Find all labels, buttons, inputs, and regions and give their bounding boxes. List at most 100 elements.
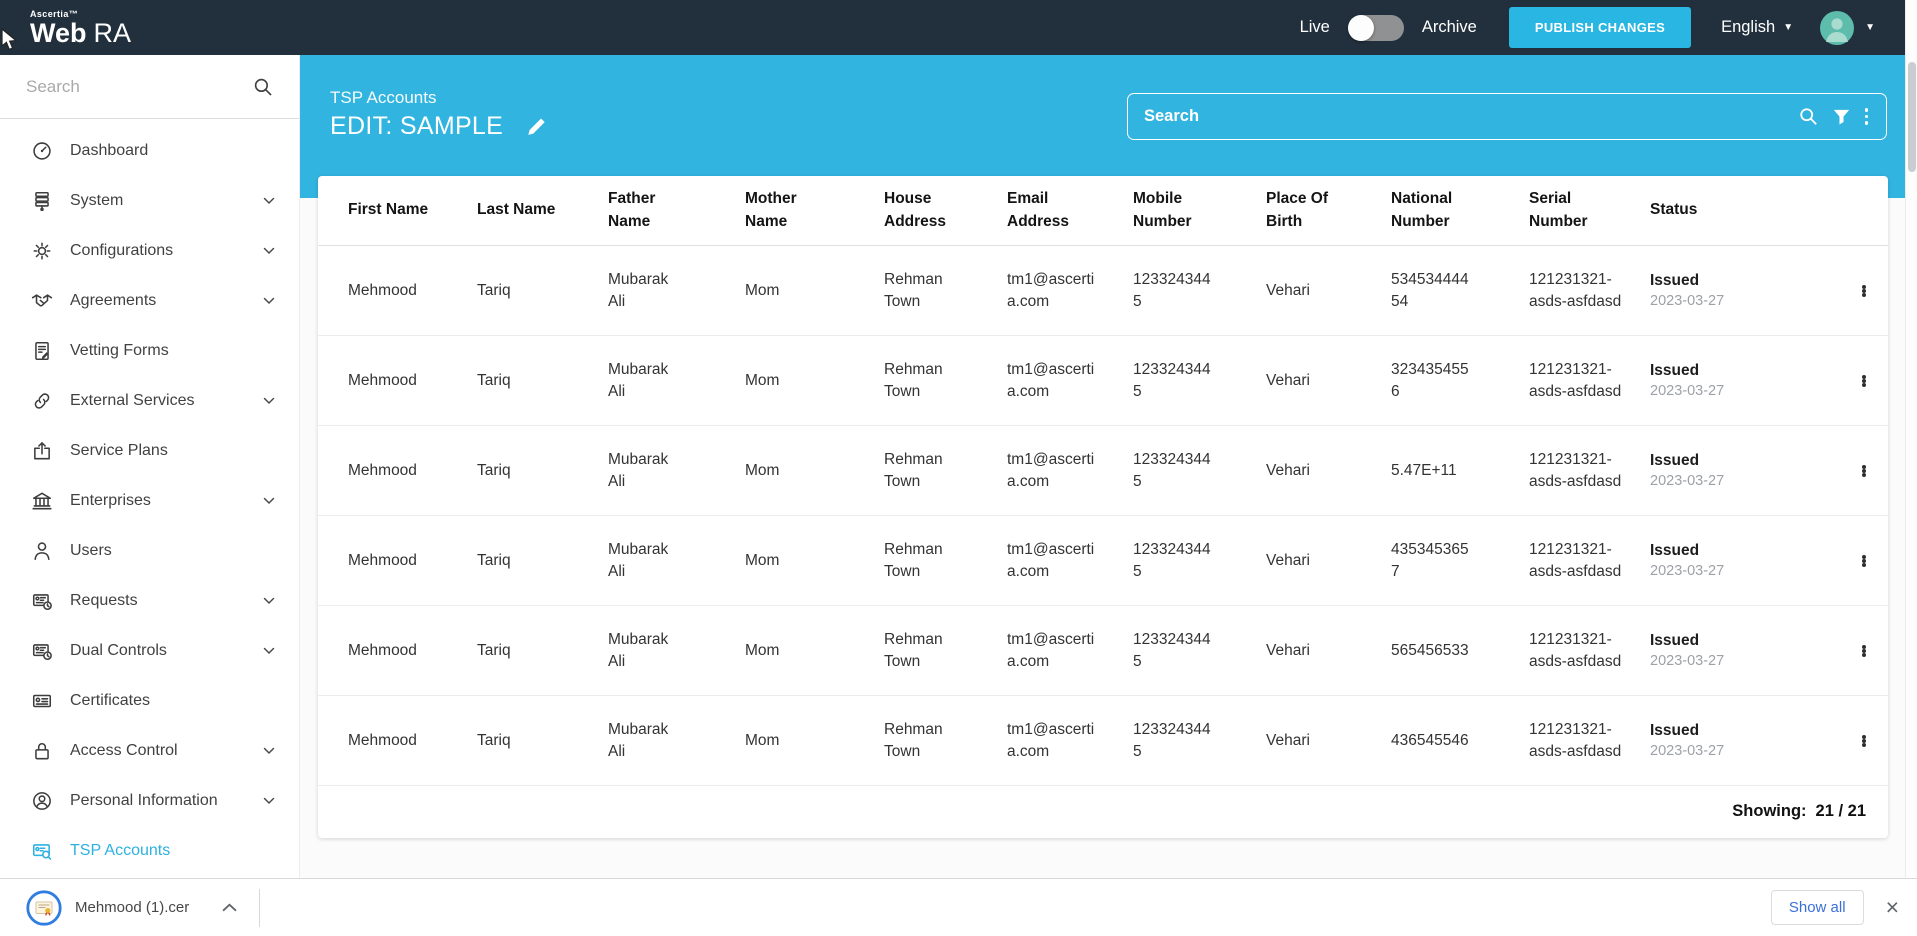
sidebar-item-external-services[interactable]: External Services bbox=[0, 376, 299, 426]
cell-mother-name: Mom bbox=[745, 731, 780, 749]
sidebar-search-input[interactable] bbox=[0, 76, 230, 97]
sidebar-item-label: Dual Controls bbox=[70, 642, 167, 659]
scrollbar-thumb[interactable] bbox=[1908, 62, 1916, 172]
sidebar-item-enterprises[interactable]: Enterprises bbox=[0, 476, 299, 526]
cell-mother-name: Mom bbox=[745, 641, 780, 659]
logo-ascertia-text: Ascertia™ bbox=[30, 8, 79, 19]
search-icon[interactable] bbox=[253, 77, 273, 97]
column-header: Email Address bbox=[1007, 190, 1070, 230]
chevron-down-icon bbox=[263, 797, 275, 805]
downloads-bar: Mehmood (1).cer Show all × bbox=[0, 878, 1917, 936]
scrollbar-track[interactable] bbox=[1905, 0, 1917, 878]
sidebar-item-vetting-forms[interactable]: Vetting Forms bbox=[0, 326, 299, 376]
sidebar-item-label: Access Control bbox=[70, 742, 178, 759]
table-row: Mehmood Tariq Mubarak Ali Mom Rehman Town tm1… bbox=[318, 426, 1888, 516]
cell-father-name: Mubarak Ali bbox=[608, 720, 669, 760]
table-row: Mehmood Tariq Mubarak Ali Mom Rehman Town tm1… bbox=[318, 516, 1888, 606]
language-dropdown[interactable]: English ▼ bbox=[1721, 18, 1794, 36]
sidebar-item-access-control[interactable]: Access Control bbox=[0, 726, 299, 776]
row-actions-kebab[interactable] bbox=[1840, 284, 1888, 297]
row-actions-kebab[interactable] bbox=[1840, 644, 1888, 657]
chevron-down-icon: ▼ bbox=[1865, 22, 1875, 33]
toggle-knob bbox=[1347, 14, 1374, 41]
sidebar-item-configurations[interactable]: Configurations bbox=[0, 226, 299, 276]
publish-changes-button[interactable]: PUBLISH CHANGES bbox=[1508, 7, 1692, 48]
cell-mobile-number: 1233243445 bbox=[1133, 720, 1211, 760]
sidebar-item-dual-controls[interactable]: Dual Controls bbox=[0, 626, 299, 676]
chevron-down-icon bbox=[263, 647, 275, 655]
table-row: Mehmood Tariq Mubarak Ali Mom Rehman Town tm1… bbox=[318, 606, 1888, 696]
chevron-down-icon bbox=[263, 247, 275, 255]
downloaded-file-item[interactable]: Mehmood (1).cer bbox=[0, 889, 237, 926]
column-header: Father Name bbox=[608, 190, 656, 230]
cell-serial-number: 121231321-asds-asfdasd bbox=[1529, 630, 1622, 670]
top-navigation-bar: Ascertia™ Web RA Live Archive PUBLISH CH… bbox=[0, 0, 1905, 55]
sidebar-item-service-plans[interactable]: Service Plans bbox=[0, 426, 299, 476]
status-value: Issued bbox=[1650, 272, 1700, 289]
cell-place-of-birth: Vehari bbox=[1266, 461, 1310, 479]
cell-father-name: Mubarak Ali bbox=[608, 360, 669, 400]
sidebar-item-tsp-accounts[interactable]: TSP Accounts bbox=[0, 826, 299, 876]
cell-mobile-number: 1233243445 bbox=[1133, 270, 1211, 310]
cell-serial-number: 121231321-asds-asfdasd bbox=[1529, 450, 1622, 490]
row-actions-kebab[interactable] bbox=[1840, 464, 1888, 477]
cell-email-address: tm1@ascertia.com bbox=[1007, 630, 1095, 670]
sidebar-item-system[interactable]: System bbox=[0, 176, 299, 226]
sidebar-nav: Dashboard System Configurations Agreements V… bbox=[0, 119, 299, 876]
person-circle-icon bbox=[30, 790, 54, 812]
cell-serial-number: 121231321-asds-asfdasd bbox=[1529, 270, 1622, 310]
cell-mobile-number: 1233243445 bbox=[1133, 360, 1211, 400]
sidebar-item-dashboard[interactable]: Dashboard bbox=[0, 126, 299, 176]
cell-mobile-number: 1233243445 bbox=[1133, 540, 1211, 580]
table-search-input[interactable] bbox=[1144, 107, 1784, 126]
sidebar-item-label: Dashboard bbox=[70, 142, 149, 159]
cell-mother-name: Mom bbox=[745, 461, 780, 479]
cell-national-number: 5.47E+11 bbox=[1391, 461, 1457, 479]
kebab-menu-icon[interactable] bbox=[1864, 108, 1868, 125]
sidebar-item-certificates[interactable]: Certificates bbox=[0, 676, 299, 726]
sidebar-item-label: Enterprises bbox=[70, 492, 151, 509]
search-icon[interactable] bbox=[1799, 107, 1818, 126]
cell-email-address: tm1@ascertia.com bbox=[1007, 540, 1095, 580]
user-menu[interactable]: ▼ bbox=[1819, 10, 1875, 46]
sidebar-search bbox=[0, 55, 299, 119]
column-header: First Name bbox=[348, 201, 429, 219]
sidebar-item-agreements[interactable]: Agreements bbox=[0, 276, 299, 326]
live-archive-toggle[interactable] bbox=[1347, 14, 1404, 41]
row-actions-kebab[interactable] bbox=[1840, 734, 1888, 747]
cell-email-address: tm1@ascertia.com bbox=[1007, 450, 1095, 490]
filter-icon[interactable] bbox=[1833, 109, 1850, 125]
cell-house-address: Rehman Town bbox=[884, 630, 943, 670]
cell-national-number: 436545546 bbox=[1391, 731, 1469, 749]
showing-label: Showing: bbox=[1732, 802, 1807, 820]
show-all-downloads-button[interactable]: Show all bbox=[1770, 890, 1864, 925]
row-actions-kebab[interactable] bbox=[1840, 374, 1888, 387]
sidebar-item-personal-information[interactable]: Personal Information bbox=[0, 776, 299, 826]
chevron-up-icon[interactable] bbox=[222, 903, 237, 912]
sidebar-item-label: System bbox=[70, 192, 124, 209]
cell-serial-number: 121231321-asds-asfdasd bbox=[1529, 720, 1622, 760]
cell-first-name: Mehmood bbox=[348, 281, 417, 299]
live-label: Live bbox=[1299, 18, 1330, 36]
close-icon[interactable]: × bbox=[1885, 894, 1899, 920]
cell-place-of-birth: Vehari bbox=[1266, 371, 1310, 389]
column-header: Status bbox=[1650, 201, 1698, 219]
lock-icon bbox=[30, 740, 54, 762]
sidebar-item-label: External Services bbox=[70, 392, 195, 409]
cell-last-name: Tariq bbox=[477, 551, 511, 569]
edit-pencil-icon[interactable] bbox=[525, 116, 547, 138]
cell-national-number: 565456533 bbox=[1391, 641, 1469, 659]
cell-father-name: Mubarak Ali bbox=[608, 270, 669, 310]
row-actions-kebab[interactable] bbox=[1840, 554, 1888, 567]
cell-email-address: tm1@ascertia.com bbox=[1007, 360, 1095, 400]
column-header: Serial Number bbox=[1529, 190, 1588, 230]
link-icon bbox=[30, 390, 54, 412]
app-logo: Ascertia™ Web RA bbox=[30, 9, 131, 47]
sidebar-item-users[interactable]: Users bbox=[0, 526, 299, 576]
chevron-down-icon bbox=[263, 597, 275, 605]
cell-house-address: Rehman Town bbox=[884, 450, 943, 490]
sidebar-item-label: Agreements bbox=[70, 292, 157, 309]
sidebar-item-label: Vetting Forms bbox=[70, 342, 169, 359]
sidebar-item-requests[interactable]: Requests bbox=[0, 576, 299, 626]
table-row: Mehmood Tariq Mubarak Ali Mom Rehman Town tm1… bbox=[318, 246, 1888, 336]
